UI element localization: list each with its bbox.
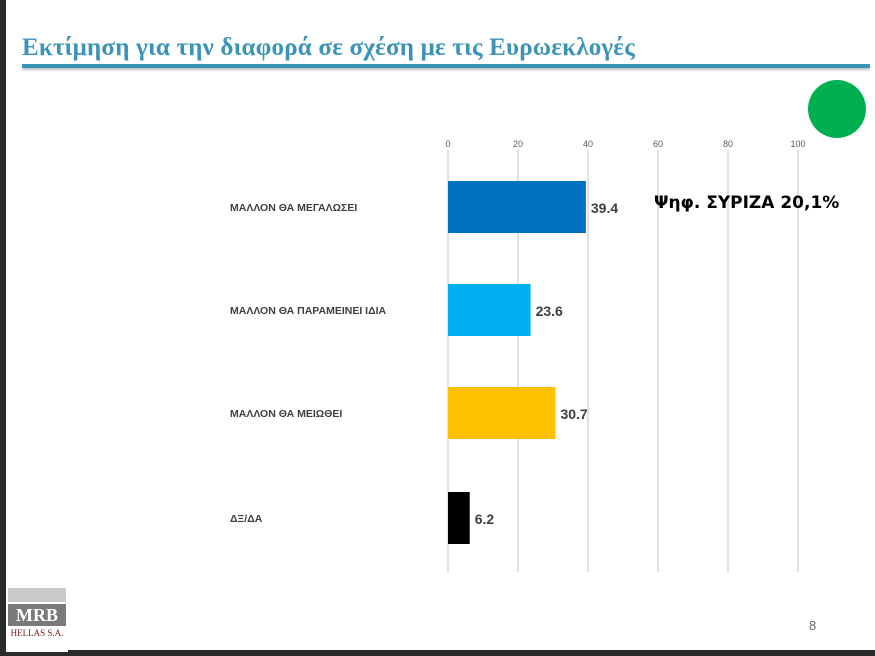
tick-label: 0 bbox=[445, 139, 450, 149]
bar-value-label: 30.7 bbox=[560, 406, 587, 422]
tick-label: 40 bbox=[583, 139, 593, 149]
annotation-note: Ψηφ. ΣΥΡΙΖΑ 20,1% bbox=[654, 193, 840, 213]
slide-title: Εκτίμηση για την διαφορά σε σχέση με τις… bbox=[22, 34, 635, 61]
logo-top-bar bbox=[8, 588, 66, 602]
bar-value-label: 39.4 bbox=[591, 200, 618, 216]
green-indicator-dot bbox=[808, 80, 866, 138]
bar-value-label: 6.2 bbox=[475, 511, 495, 527]
category-label: ΔΞ/ΔΑ bbox=[230, 513, 263, 525]
tick-label: 20 bbox=[513, 139, 523, 149]
tick-label: 100 bbox=[790, 139, 805, 149]
logo-name: MRB bbox=[8, 604, 66, 626]
tick-label: 80 bbox=[723, 139, 733, 149]
logo-subtitle: HELLAS S.A. bbox=[10, 628, 64, 638]
screen-frame-left bbox=[0, 0, 6, 656]
tick-label: 60 bbox=[653, 139, 663, 149]
category-label: ΜΑΛΛΟΝ ΘΑ ΜΕΓΑΛΩΣΕΙ bbox=[230, 202, 357, 214]
page-number: 8 bbox=[809, 618, 817, 633]
category-label: ΜΑΛΛΟΝ ΘΑ ΜΕΙΩΘΕΙ bbox=[230, 408, 342, 420]
bar bbox=[448, 181, 586, 233]
bar bbox=[448, 387, 556, 439]
bar-value-label: 23.6 bbox=[536, 303, 563, 319]
bar bbox=[448, 284, 531, 336]
mrb-logo: MRB HELLAS S.A. bbox=[6, 586, 68, 652]
category-label: ΜΑΛΛΟΝ ΘΑ ΠΑΡΑΜΕΙΝΕΙ ΙΔΙΑ bbox=[230, 305, 387, 317]
title-underline bbox=[22, 64, 870, 68]
bar bbox=[448, 492, 470, 544]
screen-frame-bottom bbox=[0, 650, 875, 656]
